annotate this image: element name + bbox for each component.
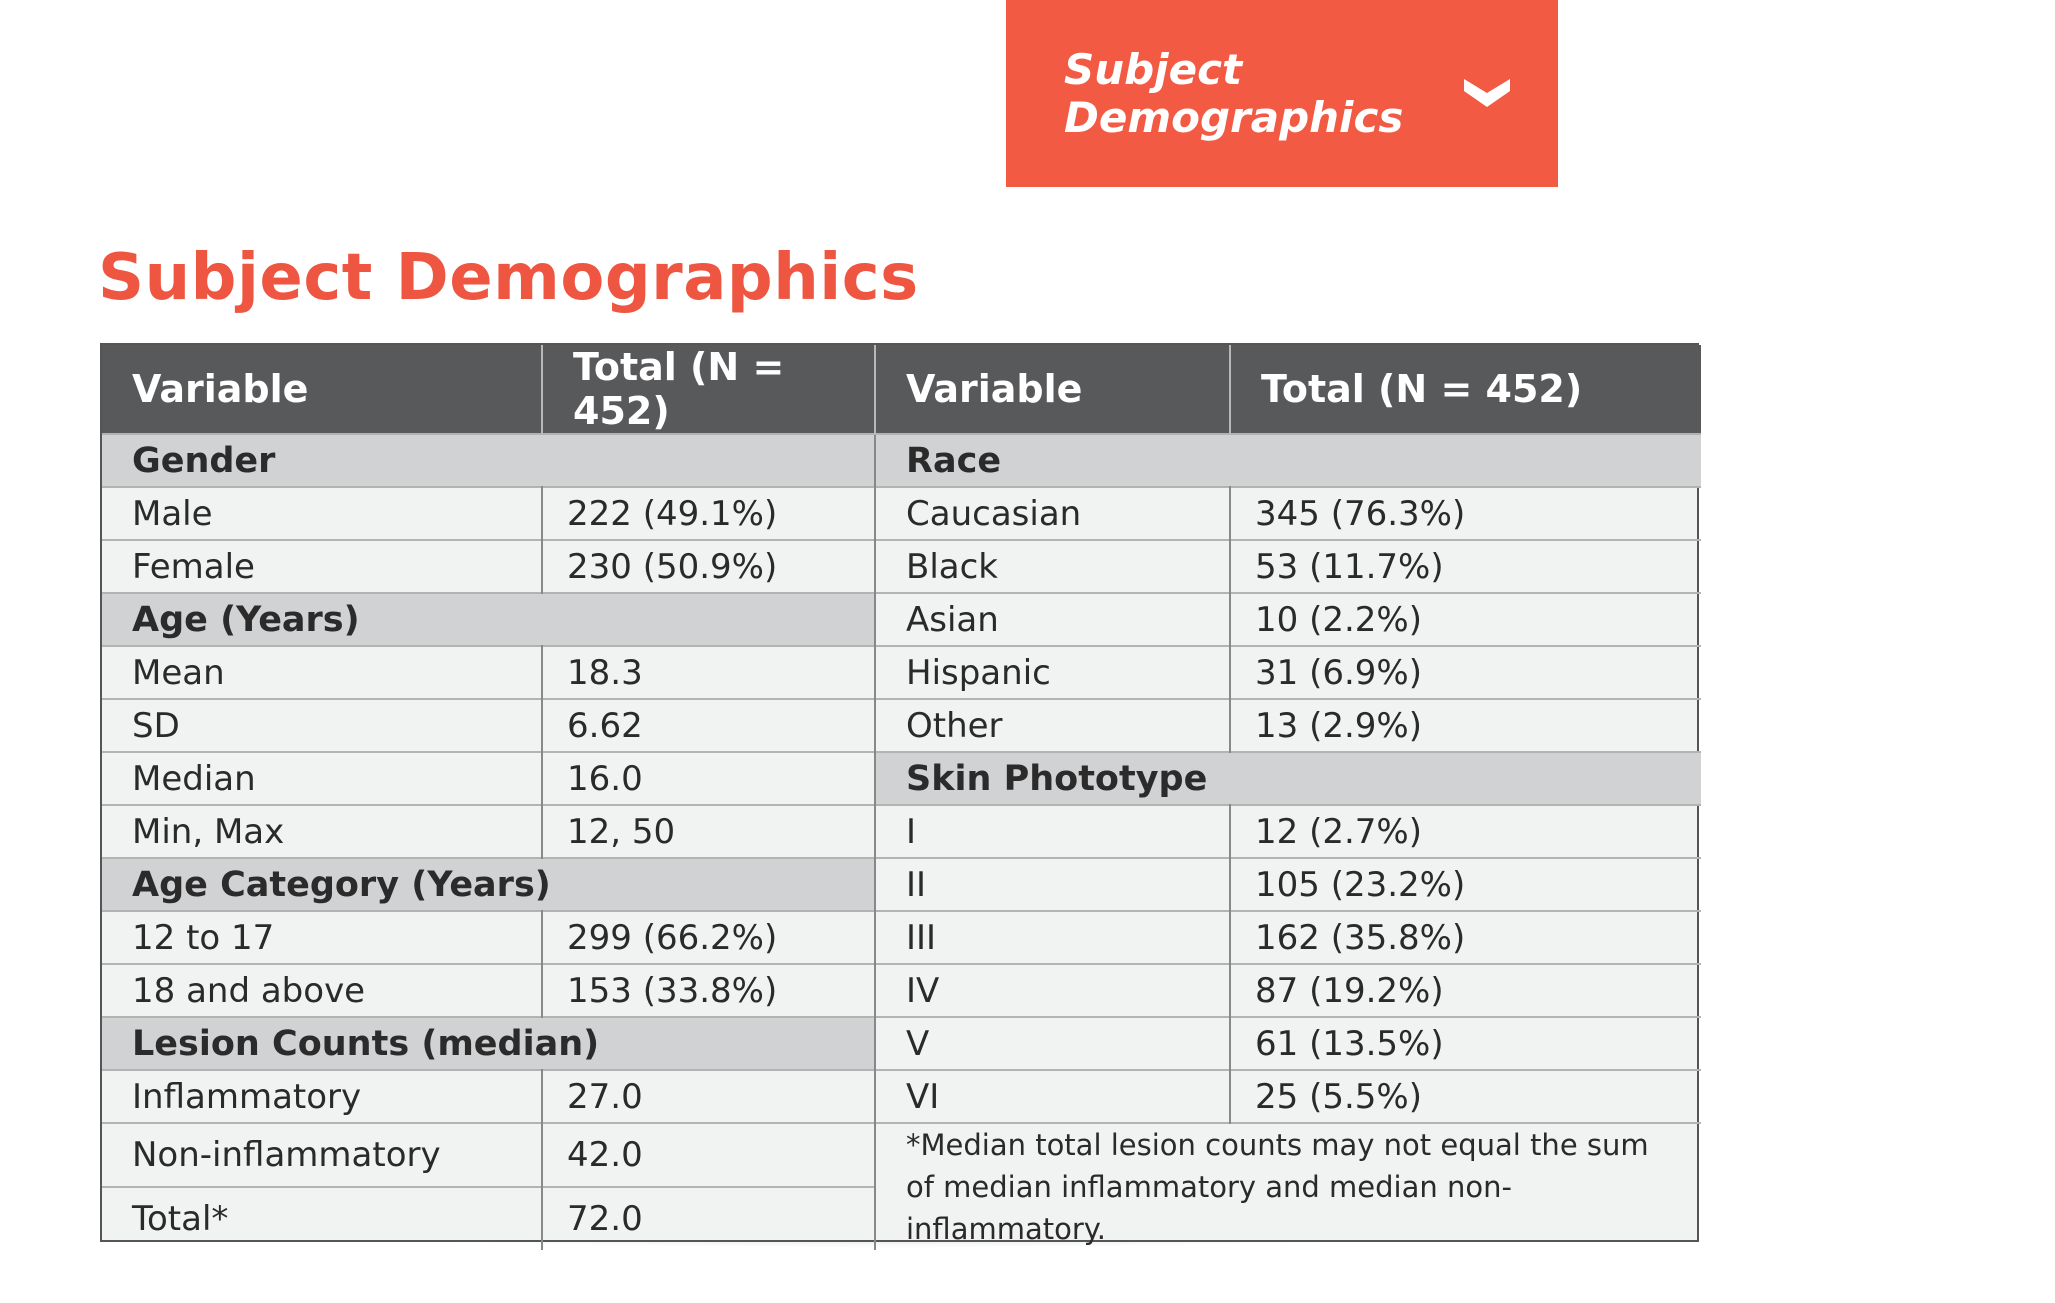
row-label: Non-inflammatory	[102, 1121, 543, 1188]
column-header: Variable	[102, 345, 543, 434]
column-header: Total (N = 452)	[1230, 345, 1701, 434]
row-label: Total*	[102, 1186, 543, 1250]
section-header-age-category: Age Category (Years)	[102, 857, 876, 911]
row-label: Mean	[102, 645, 543, 699]
row-value: 230 (50.9%)	[542, 539, 876, 593]
row-value: 25 (5.5%)	[1230, 1069, 1701, 1123]
table-row: 18 and above 153 (33.8%) IV 87 (19.2%)	[102, 963, 1701, 1017]
row-label: 12 to 17	[102, 910, 543, 964]
section-header-lesion-counts: Lesion Counts (median)	[102, 1016, 876, 1070]
row-value: 222 (49.1%)	[542, 486, 876, 540]
row-label: Other	[875, 698, 1231, 752]
row-label: V	[875, 1016, 1231, 1070]
row-value: 16.0	[542, 751, 876, 805]
row-value: 61 (13.5%)	[1230, 1016, 1701, 1070]
row-label: VI	[875, 1069, 1231, 1123]
row-label: 18 and above	[102, 963, 543, 1017]
table-row: Non-inflammatory 42.0 *Median total lesi…	[102, 1121, 1701, 1250]
row-value: 87 (19.2%)	[1230, 963, 1701, 1017]
row-label: Median	[102, 751, 543, 805]
row-value: 12, 50	[542, 804, 876, 858]
row-value: 42.0	[542, 1121, 876, 1188]
table-row: Age (Years) Asian 10 (2.2%)	[102, 592, 1701, 646]
section-header-race: Race	[875, 433, 1701, 487]
row-label: I	[875, 804, 1231, 858]
row-value: 72.0	[542, 1186, 876, 1250]
row-value: 345 (76.3%)	[1230, 486, 1701, 540]
row-label: SD	[102, 698, 543, 752]
table-row: Min, Max 12, 50 I 12 (2.7%)	[102, 804, 1701, 858]
row-label: Black	[875, 539, 1231, 593]
row-value: 27.0	[542, 1069, 876, 1123]
column-header: Variable	[875, 345, 1231, 434]
table-row: Gender Race	[102, 433, 1701, 487]
table-header-row: Variable Total (N = 452) Variable Total …	[102, 345, 1701, 434]
row-label: Caucasian	[875, 486, 1231, 540]
row-label: Min, Max	[102, 804, 543, 858]
row-value: 13 (2.9%)	[1230, 698, 1701, 752]
table-row: Age Category (Years) II 105 (23.2%)	[102, 857, 1701, 911]
table-row: Mean 18.3 Hispanic 31 (6.9%)	[102, 645, 1701, 699]
row-label: IV	[875, 963, 1231, 1017]
chevron-down-icon	[1464, 78, 1510, 109]
table-row: SD 6.62 Other 13 (2.9%)	[102, 698, 1701, 752]
row-value: 299 (66.2%)	[542, 910, 876, 964]
row-label: Inflammatory	[102, 1069, 543, 1123]
row-value: 31 (6.9%)	[1230, 645, 1701, 699]
section-header-age: Age (Years)	[102, 592, 876, 646]
row-label: Asian	[875, 592, 1231, 646]
dropdown-label: Subject Demographics	[1064, 44, 1404, 142]
table-row: Male 222 (49.1%) Caucasian 345 (76.3%)	[102, 486, 1701, 540]
table-row: Total* 72.0	[102, 1186, 1701, 1250]
row-value: 12 (2.7%)	[1230, 804, 1701, 858]
table-row: Inflammatory 27.0 VI 25 (5.5%)	[102, 1069, 1701, 1123]
row-value: 162 (35.8%)	[1230, 910, 1701, 964]
row-value: 10 (2.2%)	[1230, 592, 1701, 646]
row-value: 18.3	[542, 645, 876, 699]
row-value: 6.62	[542, 698, 876, 752]
column-header: Total (N = 452)	[542, 345, 876, 434]
row-label: III	[875, 910, 1231, 964]
row-value: 53 (11.7%)	[1230, 539, 1701, 593]
row-label: Female	[102, 539, 543, 593]
row-value: 105 (23.2%)	[1230, 857, 1701, 911]
row-label: Male	[102, 486, 543, 540]
table-row: Median 16.0 Skin Phototype	[102, 751, 1701, 805]
footnote: *Median total lesion counts may not equa…	[875, 1122, 1701, 1250]
table-row: 12 to 17 299 (66.2%) III 162 (35.8%)	[102, 910, 1701, 964]
demographics-table: Variable Total (N = 452) Variable Total …	[100, 343, 1701, 1250]
table-row: Female 230 (50.9%) Black 53 (11.7%)	[102, 539, 1701, 593]
row-label: Hispanic	[875, 645, 1231, 699]
table-row: Lesion Counts (median) V 61 (13.5%)	[102, 1016, 1701, 1070]
page-title: Subject Demographics	[98, 241, 919, 315]
row-label: II	[875, 857, 1231, 911]
section-header-gender: Gender	[102, 433, 876, 487]
row-value: 153 (33.8%)	[542, 963, 876, 1017]
demographics-dropdown[interactable]: Subject Demographics	[1006, 0, 1558, 187]
section-header-skin-phototype: Skin Phototype	[875, 751, 1701, 805]
